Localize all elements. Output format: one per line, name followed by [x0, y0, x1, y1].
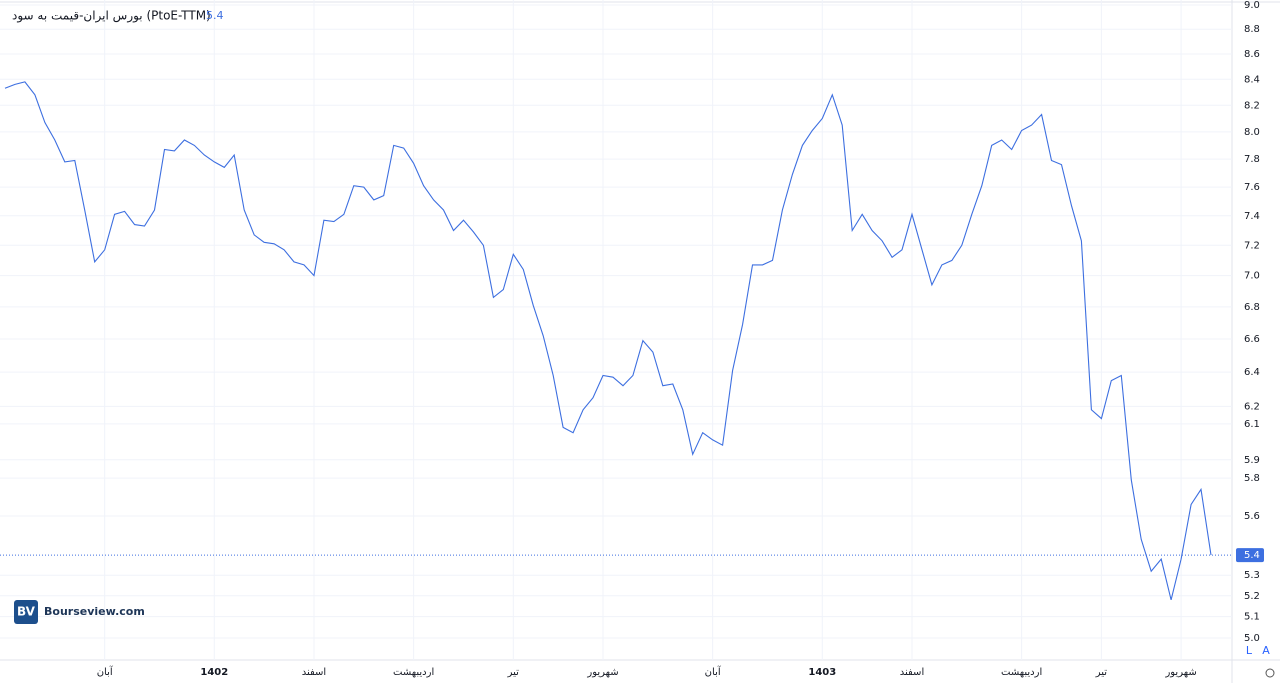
scale-button[interactable]: L: [1246, 644, 1253, 657]
x-tick-label: تیر: [1095, 667, 1108, 678]
y-tick-label: 8.6: [1244, 49, 1260, 60]
y-tick-label: 5.9: [1244, 455, 1260, 466]
x-tick-label: شهریور: [586, 667, 618, 678]
line-series: [4, 81, 1212, 601]
y-tick-label: 5.6: [1244, 511, 1260, 522]
y-tick-label: 8.2: [1244, 100, 1260, 111]
y-tick-label: 6.6: [1244, 334, 1260, 345]
scale-button[interactable]: A: [1262, 644, 1270, 657]
y-tick-label: 5.2: [1244, 591, 1260, 602]
x-tick-label: آبان: [705, 665, 722, 678]
y-tick-label: 8.0: [1244, 127, 1260, 138]
y-tick-label: 6.1: [1244, 419, 1260, 430]
x-tick-label: اردیبهشت: [1001, 667, 1042, 678]
y-tick-label: 6.2: [1244, 401, 1260, 412]
y-tick-label: 8.8: [1244, 24, 1260, 35]
y-tick-label: 7.6: [1244, 182, 1260, 193]
last-value-box: [1236, 548, 1264, 563]
y-tick-label: 7.8: [1244, 154, 1260, 165]
logo-text: BV: [17, 605, 36, 619]
y-tick-label: 7.2: [1244, 240, 1260, 251]
grid: [0, 0, 1232, 660]
x-tick-label: اسفند: [900, 667, 924, 678]
x-tick-label: شهریور: [1164, 667, 1196, 678]
legend-value: 5.4: [206, 9, 224, 22]
y-tick-label: 6.4: [1244, 367, 1260, 378]
logo-box: [14, 600, 38, 624]
x-tick-label: اردیبهشت: [393, 667, 434, 678]
y-tick-label: 5.1: [1244, 612, 1260, 623]
y-tick-label: 5.0: [1244, 633, 1260, 644]
watermark: Bourseview.com: [44, 605, 145, 618]
x-tick-label: آبان: [97, 665, 114, 678]
settings-icon[interactable]: [1265, 668, 1275, 678]
y-tick-label: 9.0: [1244, 0, 1260, 11]
y-tick-label: 8.4: [1244, 74, 1260, 85]
y-tick-label: 7.0: [1244, 271, 1260, 282]
y-tick-label: 7.4: [1244, 211, 1260, 222]
x-tick-label: اسفند: [302, 667, 326, 678]
y-tick-label: 5.3: [1244, 570, 1260, 581]
last-value-label: 5.4: [1244, 550, 1260, 561]
plot: [0, 81, 1232, 601]
chart-title: بورس ایران-قیمت به سود (PtoE-TTM): [12, 9, 211, 24]
x-tick-label: تیر: [507, 667, 520, 678]
y-tick-label: 5.8: [1244, 473, 1260, 484]
x-tick-label: 1402: [200, 667, 228, 678]
x-tick-label: 1403: [808, 667, 836, 678]
y-tick-label: 6.8: [1244, 302, 1260, 313]
